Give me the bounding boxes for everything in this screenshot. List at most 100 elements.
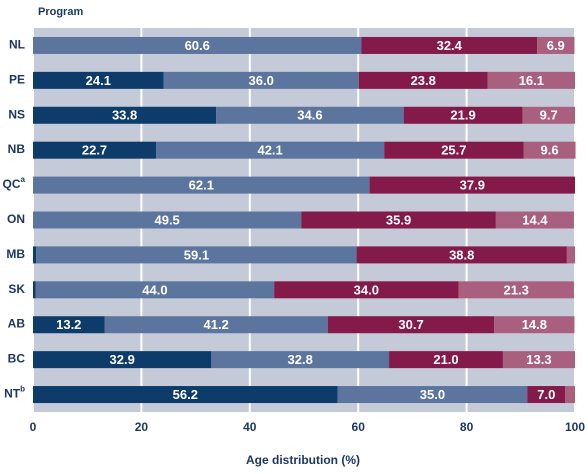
y-tick-label: BC — [8, 352, 26, 366]
data-label: 59.1 — [184, 247, 209, 262]
category-label: NT — [4, 387, 21, 401]
x-tick-label: 40 — [243, 420, 257, 434]
category-superscript: b — [20, 385, 25, 394]
category-label: BC — [8, 352, 26, 366]
bar-segment — [33, 36, 362, 54]
data-label: 32.4 — [437, 38, 463, 53]
bar-segment — [33, 141, 157, 159]
category-label: AB — [8, 317, 26, 331]
bar-segment — [403, 106, 523, 124]
bar-segment — [523, 141, 576, 159]
x-axis-title: Age distribution (%) — [246, 453, 360, 467]
bar-segment — [104, 316, 328, 334]
bar-segment — [458, 281, 574, 299]
data-label: 23.8 — [411, 73, 436, 88]
data-label: 62.1 — [189, 178, 214, 193]
y-tick-label: NTb — [4, 385, 25, 401]
bar-segment — [216, 106, 404, 124]
data-label: 34.0 — [354, 282, 379, 297]
bar-segment — [384, 141, 524, 159]
bar-segment — [565, 386, 575, 404]
bar-segment — [33, 246, 37, 264]
data-label: 44.0 — [142, 282, 167, 297]
bar-segment — [33, 176, 370, 194]
bar-segment — [33, 281, 36, 299]
data-label: 16.1 — [519, 73, 544, 88]
x-tick-label: 100 — [565, 420, 585, 434]
data-label: 13.3 — [526, 352, 551, 367]
bar-segment — [566, 246, 575, 264]
data-label: 60.6 — [185, 38, 210, 53]
data-label: 13.2 — [56, 317, 81, 332]
data-label: 42.1 — [257, 143, 282, 158]
data-label: 6.9 — [547, 38, 565, 53]
data-label: 41.2 — [204, 317, 229, 332]
data-label: 49.5 — [154, 212, 179, 227]
bar-segment — [527, 386, 566, 404]
y-tick-label: ON — [7, 212, 25, 226]
bar-segment — [369, 176, 575, 194]
category-label: MB — [6, 247, 25, 261]
data-label: 36.0 — [249, 73, 274, 88]
data-label: 33.8 — [112, 108, 137, 123]
category-label: SK — [8, 282, 25, 296]
bar-segment — [494, 316, 575, 334]
bar-segment — [495, 211, 574, 229]
data-label: 21.0 — [433, 352, 458, 367]
bar-segment — [487, 71, 575, 89]
y-tick-label: MB — [6, 247, 25, 261]
data-label: 14.8 — [522, 317, 547, 332]
data-label: 24.1 — [86, 73, 111, 88]
bar-segment — [389, 351, 503, 369]
category-label: QC — [3, 177, 21, 191]
bar-segment — [211, 351, 390, 369]
category-label: NS — [8, 107, 25, 121]
data-label: 25.7 — [441, 143, 466, 158]
data-label: 21.3 — [504, 282, 529, 297]
data-label: 32.9 — [110, 352, 135, 367]
bar-segment — [361, 36, 538, 54]
data-label: 22.7 — [82, 143, 107, 158]
x-tick-label: 60 — [352, 420, 366, 434]
bar-segment — [33, 386, 338, 404]
bar-segment — [537, 36, 575, 54]
category-superscript: a — [21, 175, 26, 184]
data-label: 21.9 — [450, 108, 475, 123]
y-tick-label: NB — [8, 142, 26, 156]
data-label: 14.4 — [522, 212, 548, 227]
bar-segment — [522, 106, 575, 124]
bar-segment — [33, 211, 302, 229]
y-tick-label: QCa — [3, 175, 26, 191]
data-label: 30.7 — [398, 317, 423, 332]
bar-segment — [33, 316, 105, 334]
bar-segment — [356, 246, 567, 264]
y-tick-label: PE — [9, 73, 25, 87]
bar-segment — [327, 316, 495, 334]
bar-segment — [358, 71, 488, 89]
bar-segment — [163, 71, 359, 89]
data-label: 32.8 — [288, 352, 313, 367]
bar-segment — [33, 351, 212, 369]
bar-segment — [33, 71, 164, 89]
data-label: 9.7 — [540, 108, 558, 123]
bar-segment — [337, 386, 528, 404]
x-tick-label: 80 — [460, 420, 474, 434]
data-label: 7.0 — [537, 387, 555, 402]
bar-segment — [33, 106, 217, 124]
category-label: PE — [9, 73, 25, 87]
y-tick-label: SK — [8, 282, 25, 296]
category-label: NB — [8, 142, 26, 156]
bar-segment — [301, 211, 496, 229]
category-label: ON — [7, 212, 25, 226]
data-label: 38.8 — [449, 247, 474, 262]
bar-segment — [274, 281, 459, 299]
data-label: 34.6 — [297, 108, 322, 123]
data-label: 9.6 — [540, 143, 558, 158]
category-label: NL — [9, 38, 25, 52]
y-tick-label: AB — [8, 317, 26, 331]
data-label: 35.0 — [420, 387, 445, 402]
bar-segment — [35, 281, 275, 299]
x-tick-label: 0 — [30, 420, 37, 434]
y-tick-label: NS — [8, 107, 25, 121]
